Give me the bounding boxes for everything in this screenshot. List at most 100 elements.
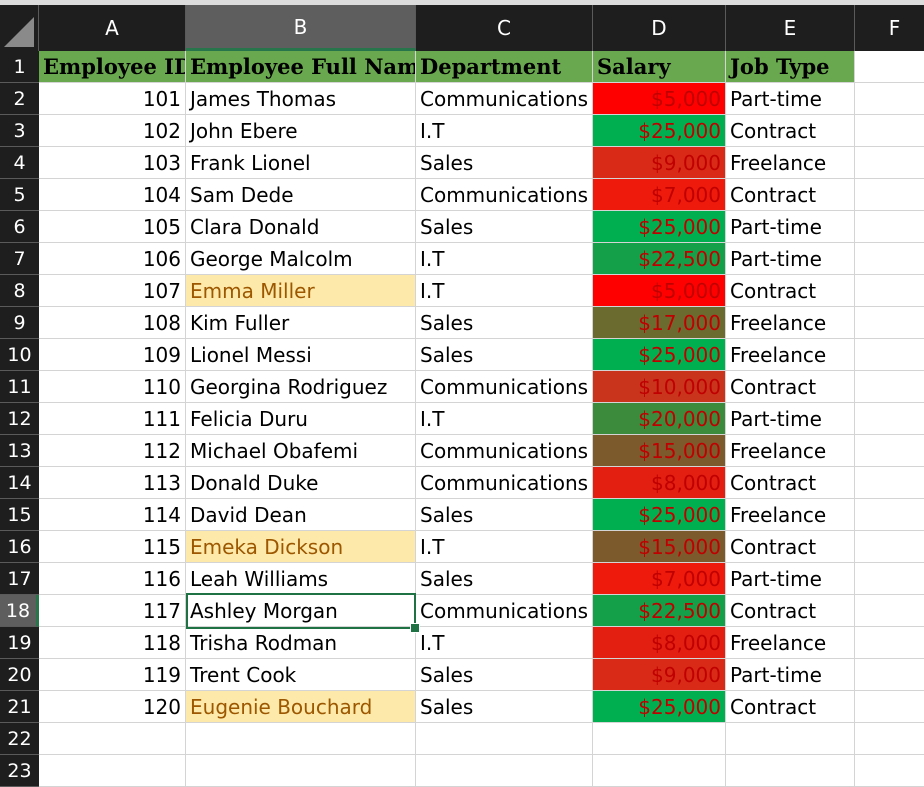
department-cell[interactable]: Sales — [416, 307, 593, 339]
salary-cell[interactable]: $10,000 — [593, 371, 726, 403]
employee-name-cell[interactable]: Emma Miller — [186, 275, 416, 307]
employee-name-cell[interactable]: Ashley Morgan — [186, 595, 416, 627]
empty-cell[interactable] — [593, 755, 726, 787]
row-header-16[interactable]: 16 — [0, 531, 39, 563]
employee-name-cell[interactable]: Trent Cook — [186, 659, 416, 691]
employee-id-cell[interactable]: 115 — [39, 531, 186, 563]
employee-id-cell[interactable]: 101 — [39, 83, 186, 115]
employee-id-cell[interactable]: 104 — [39, 179, 186, 211]
employee-name-cell[interactable]: David Dean — [186, 499, 416, 531]
department-cell[interactable]: I.T — [416, 403, 593, 435]
job-type-cell[interactable]: Part-time — [726, 563, 855, 595]
row-header-1[interactable]: 1 — [0, 51, 39, 83]
empty-cell[interactable] — [855, 179, 924, 211]
employee-name-cell[interactable]: Michael Obafemi — [186, 435, 416, 467]
employee-name-cell[interactable]: James Thomas — [186, 83, 416, 115]
row-header-14[interactable]: 14 — [0, 467, 39, 499]
employee-id-cell[interactable]: 108 — [39, 307, 186, 339]
job-type-cell[interactable]: Part-time — [726, 403, 855, 435]
salary-cell[interactable]: $9,000 — [593, 659, 726, 691]
row-header-22[interactable]: 22 — [0, 723, 39, 755]
header-cell-a[interactable]: Employee ID — [39, 51, 186, 83]
empty-cell[interactable] — [855, 435, 924, 467]
column-header-e[interactable]: E — [726, 5, 855, 51]
department-cell[interactable]: Communications — [416, 179, 593, 211]
job-type-cell[interactable]: Contract — [726, 595, 855, 627]
employee-name-cell[interactable]: Donald Duke — [186, 467, 416, 499]
row-header-4[interactable]: 4 — [0, 147, 39, 179]
empty-cell[interactable] — [855, 563, 924, 595]
employee-id-cell[interactable]: 105 — [39, 211, 186, 243]
employee-id-cell[interactable]: 106 — [39, 243, 186, 275]
job-type-cell[interactable]: Contract — [726, 691, 855, 723]
job-type-cell[interactable]: Part-time — [726, 211, 855, 243]
employee-id-cell[interactable]: 103 — [39, 147, 186, 179]
empty-cell[interactable] — [726, 723, 855, 755]
salary-cell[interactable]: $17,000 — [593, 307, 726, 339]
salary-cell[interactable]: $25,000 — [593, 115, 726, 147]
employee-id-cell[interactable]: 111 — [39, 403, 186, 435]
salary-cell[interactable]: $5,000 — [593, 275, 726, 307]
job-type-cell[interactable]: Contract — [726, 179, 855, 211]
employee-name-cell[interactable]: Trisha Rodman — [186, 627, 416, 659]
header-cell-d[interactable]: Salary — [593, 51, 726, 83]
empty-cell[interactable] — [855, 211, 924, 243]
row-header-6[interactable]: 6 — [0, 211, 39, 243]
employee-id-cell[interactable]: 116 — [39, 563, 186, 595]
employee-name-cell[interactable]: Felicia Duru — [186, 403, 416, 435]
empty-cell[interactable] — [855, 499, 924, 531]
job-type-cell[interactable]: Contract — [726, 275, 855, 307]
empty-cell[interactable] — [855, 627, 924, 659]
employee-name-cell[interactable]: Georgina Rodriguez — [186, 371, 416, 403]
job-type-cell[interactable]: Freelance — [726, 339, 855, 371]
department-cell[interactable]: Sales — [416, 147, 593, 179]
empty-cell[interactable] — [855, 339, 924, 371]
employee-id-cell[interactable]: 118 — [39, 627, 186, 659]
department-cell[interactable]: Sales — [416, 563, 593, 595]
column-header-b[interactable]: B — [186, 5, 416, 51]
column-header-f[interactable]: F — [855, 5, 924, 51]
empty-cell[interactable] — [186, 755, 416, 787]
employee-id-cell[interactable]: 112 — [39, 435, 186, 467]
fill-handle[interactable] — [410, 623, 420, 633]
department-cell[interactable]: Sales — [416, 339, 593, 371]
employee-name-cell[interactable]: Eugenie Bouchard — [186, 691, 416, 723]
department-cell[interactable]: I.T — [416, 531, 593, 563]
empty-cell[interactable] — [593, 723, 726, 755]
salary-cell[interactable]: $20,000 — [593, 403, 726, 435]
row-header-5[interactable]: 5 — [0, 179, 39, 211]
select-all-button[interactable] — [0, 5, 39, 51]
job-type-cell[interactable]: Contract — [726, 115, 855, 147]
empty-cell[interactable] — [855, 275, 924, 307]
empty-cell[interactable] — [855, 723, 924, 755]
row-header-20[interactable]: 20 — [0, 659, 39, 691]
salary-cell[interactable]: $8,000 — [593, 467, 726, 499]
salary-cell[interactable]: $22,500 — [593, 595, 726, 627]
job-type-cell[interactable]: Part-time — [726, 83, 855, 115]
row-header-3[interactable]: 3 — [0, 115, 39, 147]
employee-id-cell[interactable]: 109 — [39, 339, 186, 371]
empty-cell[interactable] — [416, 755, 593, 787]
row-header-23[interactable]: 23 — [0, 755, 39, 787]
employee-name-cell[interactable]: Clara Donald — [186, 211, 416, 243]
empty-cell[interactable] — [855, 147, 924, 179]
empty-cell[interactable] — [855, 531, 924, 563]
department-cell[interactable]: Communications — [416, 83, 593, 115]
salary-cell[interactable]: $8,000 — [593, 627, 726, 659]
employee-name-cell[interactable]: John Ebere — [186, 115, 416, 147]
department-cell[interactable]: Sales — [416, 499, 593, 531]
empty-cell[interactable] — [39, 755, 186, 787]
department-cell[interactable]: I.T — [416, 115, 593, 147]
department-cell[interactable]: I.T — [416, 627, 593, 659]
empty-cell[interactable] — [855, 371, 924, 403]
employee-name-cell[interactable]: Kim Fuller — [186, 307, 416, 339]
employee-name-cell[interactable]: Emeka Dickson — [186, 531, 416, 563]
job-type-cell[interactable]: Freelance — [726, 499, 855, 531]
employee-id-cell[interactable]: 114 — [39, 499, 186, 531]
job-type-cell[interactable]: Contract — [726, 371, 855, 403]
employee-name-cell[interactable]: Leah Williams — [186, 563, 416, 595]
salary-cell[interactable]: $15,000 — [593, 435, 726, 467]
row-header-13[interactable]: 13 — [0, 435, 39, 467]
column-header-d[interactable]: D — [593, 5, 726, 51]
empty-cell[interactable] — [855, 307, 924, 339]
